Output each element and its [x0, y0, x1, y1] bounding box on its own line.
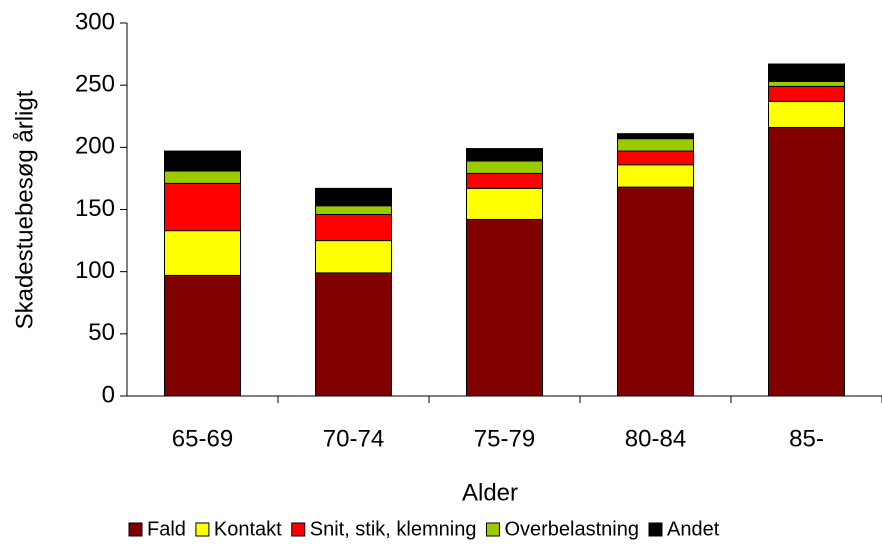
bar-segment: [164, 230, 241, 276]
bar-segment: [164, 170, 241, 184]
y-tick-label: 250: [75, 71, 115, 98]
legend-label: Overbelastning: [504, 518, 639, 540]
bar-segment: [768, 85, 845, 102]
bar-segment: [617, 186, 694, 397]
legend-label: Fald: [147, 518, 186, 540]
legend-swatch: [648, 522, 663, 537]
y-tick-label: 50: [88, 319, 115, 346]
y-tick-label: 300: [75, 8, 115, 35]
bar-segment: [164, 274, 241, 397]
bar-segment: [466, 148, 543, 162]
legend-swatch: [291, 522, 306, 537]
bar-segment: [768, 126, 845, 397]
legend-label: Andet: [667, 518, 720, 540]
y-axis-title: Skadestuebesøg årligt: [11, 90, 38, 329]
y-tick-label: 0: [102, 381, 115, 408]
bar-segment: [315, 240, 392, 274]
legend-label: Snit, stik, klemning: [310, 518, 477, 540]
legend-label: Kontakt: [214, 518, 282, 540]
bar-segment: [768, 80, 845, 87]
bar-segment: [617, 133, 694, 140]
bar-segment: [617, 138, 694, 152]
legend-swatch: [128, 522, 143, 537]
legend-swatch: [195, 522, 210, 537]
bar-segment: [315, 205, 392, 215]
legend-swatch: [485, 522, 500, 537]
x-tick-label: 85-: [789, 425, 824, 452]
x-tick-label: 70-74: [323, 425, 384, 452]
bar-segment: [315, 272, 392, 397]
bar-segment: [466, 218, 543, 397]
bar-segment: [164, 150, 241, 172]
bar-segment: [315, 187, 392, 207]
y-tick-label: 150: [75, 195, 115, 222]
bar-segment: [768, 63, 845, 82]
bar-segment: [466, 187, 543, 220]
x-tick-label: 75-79: [474, 425, 535, 452]
bar-segment: [315, 213, 392, 242]
bar-segment: [466, 160, 543, 174]
x-tick-label: 65-69: [172, 425, 233, 452]
y-tick-label: 100: [75, 257, 115, 284]
bar-segment: [617, 150, 694, 166]
x-axis-title: Alder: [462, 479, 518, 506]
bar-segment: [617, 164, 694, 188]
y-tick-label: 200: [75, 133, 115, 160]
bar-segment: [466, 172, 543, 189]
bar-segment: [164, 182, 241, 232]
bar-segment: [768, 100, 845, 128]
x-tick-label: 80-84: [625, 425, 686, 452]
